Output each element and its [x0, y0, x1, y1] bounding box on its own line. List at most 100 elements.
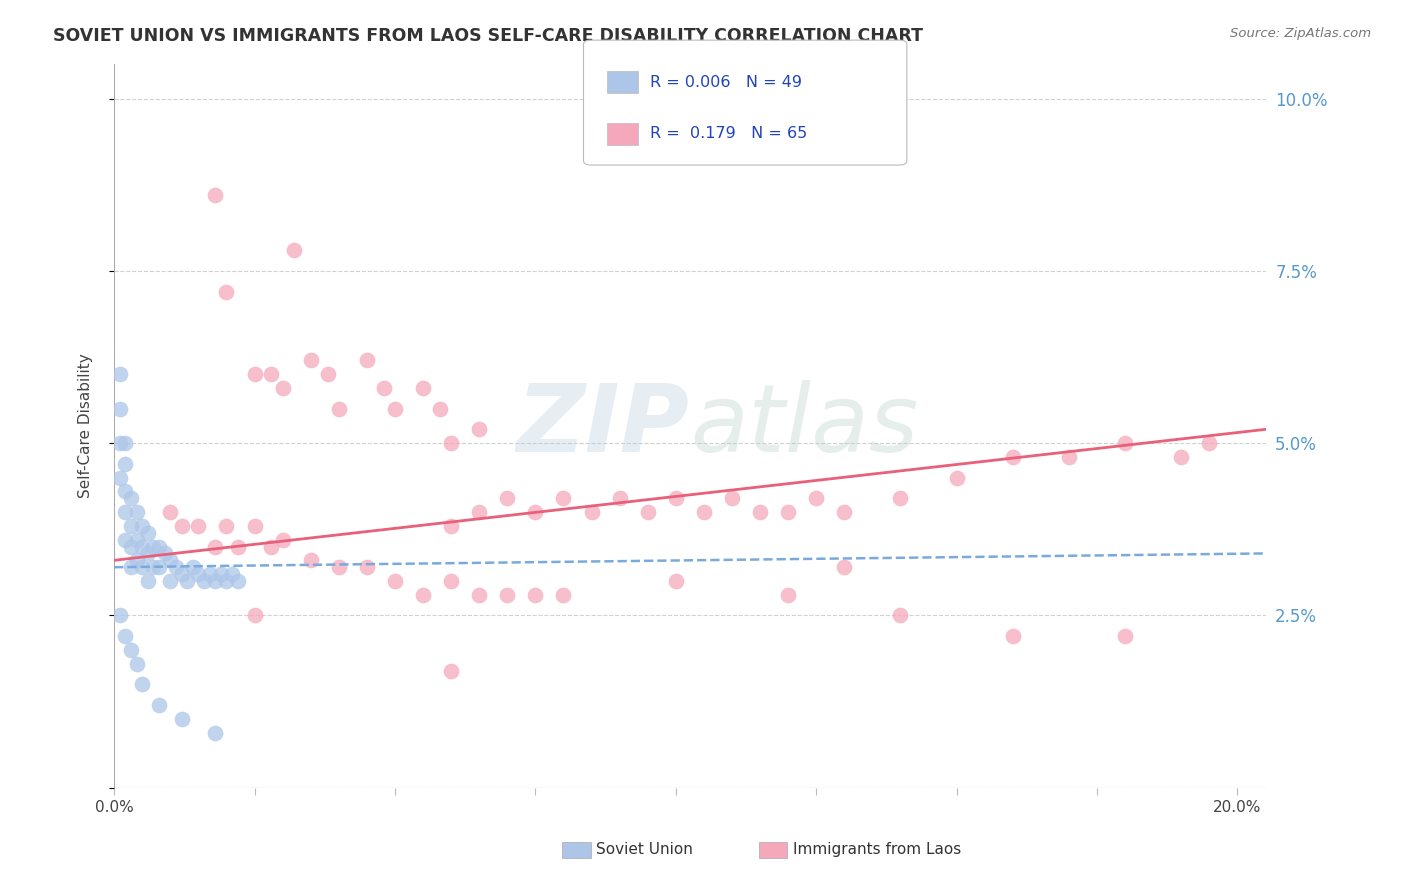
Point — [373, 381, 395, 395]
Text: R =  0.179   N = 65: R = 0.179 N = 65 — [650, 127, 807, 141]
Point — [136, 525, 159, 540]
Point — [468, 422, 491, 436]
Point — [114, 629, 136, 643]
Point — [243, 519, 266, 533]
Text: Immigrants from Laos: Immigrants from Laos — [793, 842, 962, 856]
Point — [204, 574, 226, 588]
Point — [429, 401, 451, 416]
Point — [1001, 629, 1024, 643]
Point — [1170, 450, 1192, 464]
Point — [581, 505, 603, 519]
Point — [693, 505, 716, 519]
Point — [412, 588, 434, 602]
Text: Soviet Union: Soviet Union — [596, 842, 693, 856]
Point — [384, 401, 406, 416]
Point — [1114, 436, 1136, 450]
Point — [721, 491, 744, 506]
Point — [440, 574, 463, 588]
Point — [131, 540, 153, 554]
Point — [215, 574, 238, 588]
Point — [108, 401, 131, 416]
Point — [749, 505, 772, 519]
Point — [125, 657, 148, 671]
Point — [468, 505, 491, 519]
Text: Source: ZipAtlas.com: Source: ZipAtlas.com — [1230, 27, 1371, 40]
Point — [136, 546, 159, 560]
Point — [832, 505, 855, 519]
Point — [283, 243, 305, 257]
Point — [176, 574, 198, 588]
Point — [243, 608, 266, 623]
Point — [114, 505, 136, 519]
Point — [108, 608, 131, 623]
Point — [804, 491, 827, 506]
Point — [221, 567, 243, 582]
Point — [778, 505, 800, 519]
Point — [204, 540, 226, 554]
Point — [553, 588, 575, 602]
Text: atlas: atlas — [690, 380, 918, 471]
Point — [125, 553, 148, 567]
Point — [114, 484, 136, 499]
Point — [204, 725, 226, 739]
Text: SOVIET UNION VS IMMIGRANTS FROM LAOS SELF-CARE DISABILITY CORRELATION CHART: SOVIET UNION VS IMMIGRANTS FROM LAOS SEL… — [53, 27, 924, 45]
Point — [125, 533, 148, 547]
Point — [243, 368, 266, 382]
Point — [524, 505, 547, 519]
Point — [193, 574, 215, 588]
Point — [120, 491, 142, 506]
Point — [496, 491, 519, 506]
Point — [120, 643, 142, 657]
Point — [665, 574, 688, 588]
Point — [131, 677, 153, 691]
Point — [945, 470, 967, 484]
Point — [384, 574, 406, 588]
Point — [440, 436, 463, 450]
Point — [159, 553, 181, 567]
Point — [120, 560, 142, 574]
Point — [159, 574, 181, 588]
Point — [1198, 436, 1220, 450]
Point — [889, 608, 911, 623]
Point — [328, 401, 350, 416]
Point — [209, 567, 232, 582]
Point — [226, 574, 249, 588]
Point — [125, 505, 148, 519]
Point — [316, 368, 339, 382]
Point — [170, 519, 193, 533]
Point — [1057, 450, 1080, 464]
Point — [1001, 450, 1024, 464]
Point — [260, 540, 283, 554]
Point — [114, 533, 136, 547]
Point — [215, 519, 238, 533]
Point — [356, 353, 378, 368]
Point — [148, 560, 170, 574]
Point — [1114, 629, 1136, 643]
Point — [524, 588, 547, 602]
Point — [181, 560, 204, 574]
Point — [356, 560, 378, 574]
Point — [198, 567, 221, 582]
Point — [778, 588, 800, 602]
Point — [889, 491, 911, 506]
Point — [108, 436, 131, 450]
Point — [136, 574, 159, 588]
Text: R = 0.006   N = 49: R = 0.006 N = 49 — [650, 75, 801, 89]
Point — [131, 519, 153, 533]
Point — [170, 567, 193, 582]
Point — [226, 540, 249, 554]
Point — [299, 353, 322, 368]
Point — [215, 285, 238, 299]
Point — [108, 368, 131, 382]
Point — [204, 188, 226, 202]
Point — [120, 540, 142, 554]
Point — [165, 560, 187, 574]
Point — [142, 560, 165, 574]
Point — [665, 491, 688, 506]
Point — [142, 540, 165, 554]
Text: ZIP: ZIP — [517, 380, 690, 472]
Point — [412, 381, 434, 395]
Point — [299, 553, 322, 567]
Point — [187, 519, 209, 533]
Point — [170, 712, 193, 726]
